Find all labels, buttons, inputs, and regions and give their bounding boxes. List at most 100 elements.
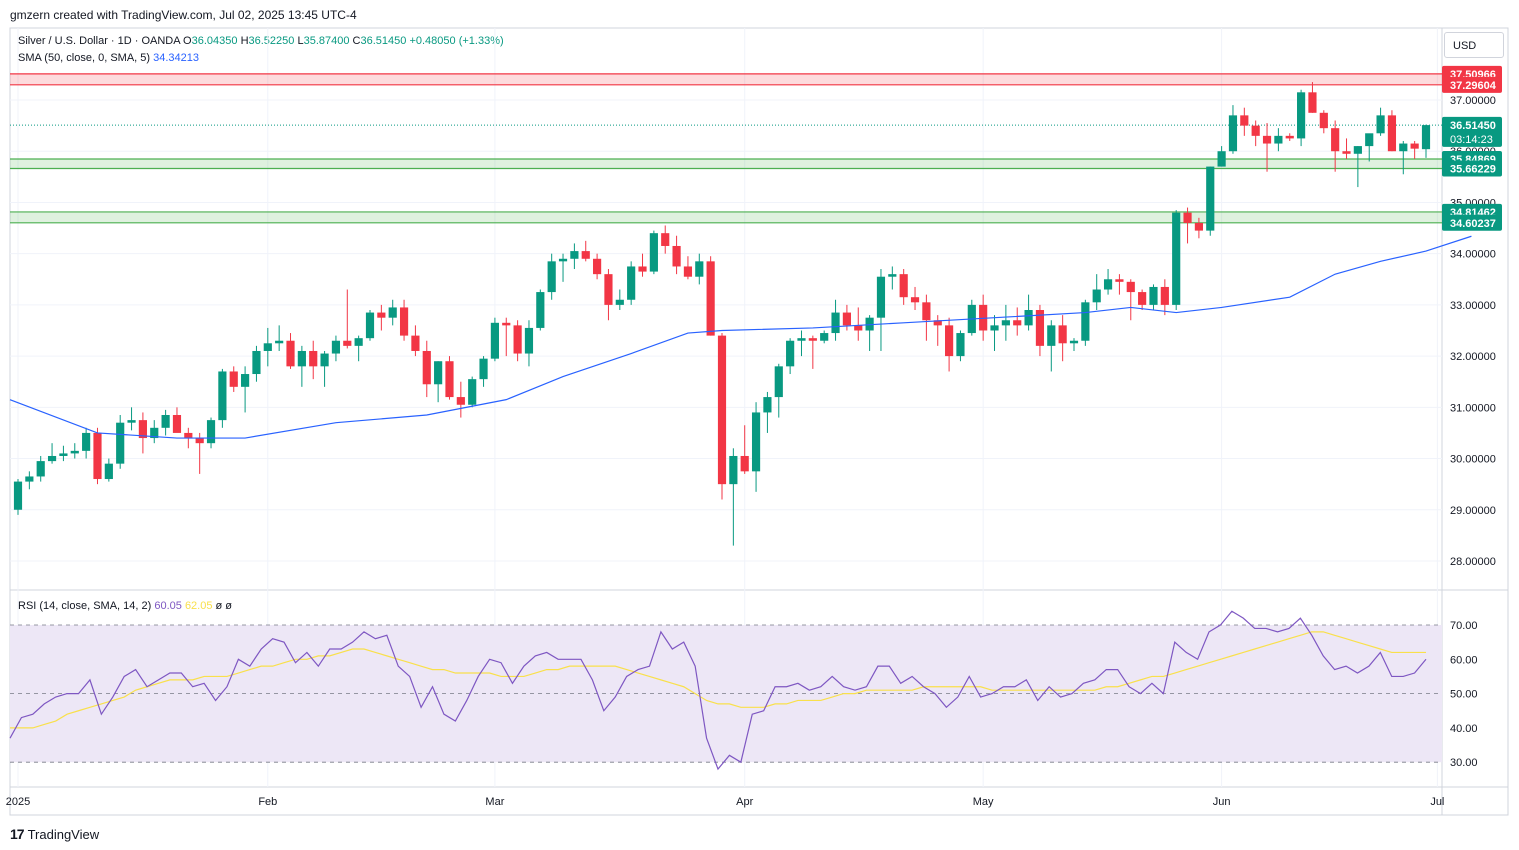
sma-value: 34.34213 — [153, 52, 200, 64]
candle-body — [854, 325, 863, 331]
time-tick-label: Jul — [1430, 796, 1444, 808]
candle-body — [536, 292, 545, 328]
close-label: C — [352, 35, 361, 47]
candle-body — [411, 335, 420, 351]
candle-body — [127, 420, 136, 423]
candle-body — [297, 350, 306, 367]
candle-body — [1047, 325, 1056, 346]
candle-body — [593, 258, 602, 275]
rsi-value: 60.05 — [154, 600, 182, 612]
candle-body — [1160, 286, 1169, 305]
candle-body — [1297, 92, 1306, 139]
price-badge-label: 35.66229 — [1450, 164, 1496, 176]
candle-body — [899, 274, 908, 298]
price-tick-label: 29.00000 — [1450, 505, 1496, 517]
symbol-legend: Silver / U.S. Dollar · 1D · OANDA O36.04… — [18, 35, 504, 47]
price-badge — [1442, 214, 1502, 231]
candle-body — [82, 432, 91, 451]
candle-body — [956, 333, 965, 357]
candle-body — [1217, 151, 1226, 167]
candle-body — [13, 481, 23, 510]
candle-body — [1183, 212, 1192, 223]
sma-label: SMA (50, close, 0, SMA, 5) — [18, 52, 151, 64]
candle-body — [1240, 115, 1249, 126]
candle-body — [1331, 128, 1340, 152]
time-tick-label: Jun — [1213, 796, 1231, 808]
candle-body — [1058, 325, 1067, 344]
candle-body — [876, 276, 886, 318]
candle-body — [683, 266, 693, 277]
candle-body — [354, 338, 363, 346]
sma-legend[interactable]: SMA (50, close, 0, SMA, 5) 34.34213 — [18, 52, 199, 64]
candle-body — [558, 258, 568, 262]
candle-body — [1001, 320, 1010, 326]
candle-body — [1013, 320, 1022, 326]
candle-body — [490, 322, 499, 359]
candle-body — [717, 335, 727, 485]
candle-body — [195, 438, 204, 444]
price-tick-label: 31.00000 — [1450, 402, 1496, 414]
candle-body — [1092, 289, 1101, 303]
candle-body — [570, 251, 579, 259]
price-badge-label: 34.60237 — [1450, 218, 1496, 230]
candle-body — [93, 432, 102, 480]
candle-body — [456, 397, 465, 405]
candle-body — [36, 461, 45, 477]
rsi-legend[interactable]: RSI (14, close, SMA, 14, 2) 60.05 62.05 … — [18, 600, 232, 612]
candle-body — [615, 299, 624, 305]
rsi-tick-label: 40.00 — [1450, 723, 1478, 735]
candle-body — [252, 350, 261, 375]
price-tick-label: 30.00000 — [1450, 454, 1496, 466]
candle-body — [502, 322, 511, 326]
candle-body — [218, 371, 227, 421]
candle-body — [320, 353, 329, 367]
currency-selector[interactable]: USD — [1444, 32, 1504, 58]
candle-body — [275, 340, 284, 344]
change-value: +0.48050 (+1.33%) — [409, 35, 504, 47]
candle-body — [808, 338, 817, 341]
price-badge-label: 37.29604 — [1450, 80, 1497, 92]
candle-body — [1138, 292, 1147, 305]
candle-body — [933, 320, 942, 326]
candle-body — [104, 463, 113, 480]
time-tick-label: May — [973, 796, 994, 808]
low-label: L — [297, 35, 304, 47]
price-tick-label: 37.00000 — [1450, 95, 1496, 107]
rsi-tick-label: 70.00 — [1450, 620, 1478, 632]
candle-body — [1342, 151, 1351, 154]
candle-body — [1069, 340, 1079, 344]
price-tick-label: 32.00000 — [1450, 351, 1496, 363]
candle-body — [695, 261, 704, 277]
time-tick-label: Apr — [736, 796, 753, 808]
candle-body — [661, 233, 670, 246]
footer-brand: TradingView — [27, 826, 100, 842]
candle-body — [1274, 135, 1283, 144]
candle-body — [945, 325, 954, 357]
rsi-tick-label: 50.00 — [1450, 689, 1478, 701]
candle-body — [1103, 279, 1113, 290]
candle-body — [388, 307, 397, 318]
candle-body — [434, 361, 443, 385]
candle-body — [649, 233, 658, 272]
candle-body — [399, 307, 409, 336]
candle-body — [831, 312, 840, 334]
candle-body — [1410, 143, 1419, 149]
tradingview-footer: 17 TradingView — [10, 826, 99, 842]
candle-body — [70, 450, 79, 454]
time-tick-label: 2025 — [6, 796, 30, 808]
price-badge — [1442, 76, 1502, 93]
price-badge-label: 36.51450 — [1450, 120, 1496, 132]
rsi-extra: ø ø — [215, 600, 233, 612]
candle-body — [241, 374, 250, 387]
candle-body — [672, 245, 681, 267]
resistance-zone — [10, 73, 1442, 85]
candle-body — [797, 338, 806, 341]
candle-body — [1285, 135, 1294, 139]
candle-body — [365, 312, 375, 339]
candle-body — [547, 261, 556, 293]
chart-frame — [9, 27, 1509, 816]
candle-body — [786, 340, 795, 367]
candle-body — [263, 343, 272, 351]
rsi-ma-line — [10, 631, 1426, 729]
